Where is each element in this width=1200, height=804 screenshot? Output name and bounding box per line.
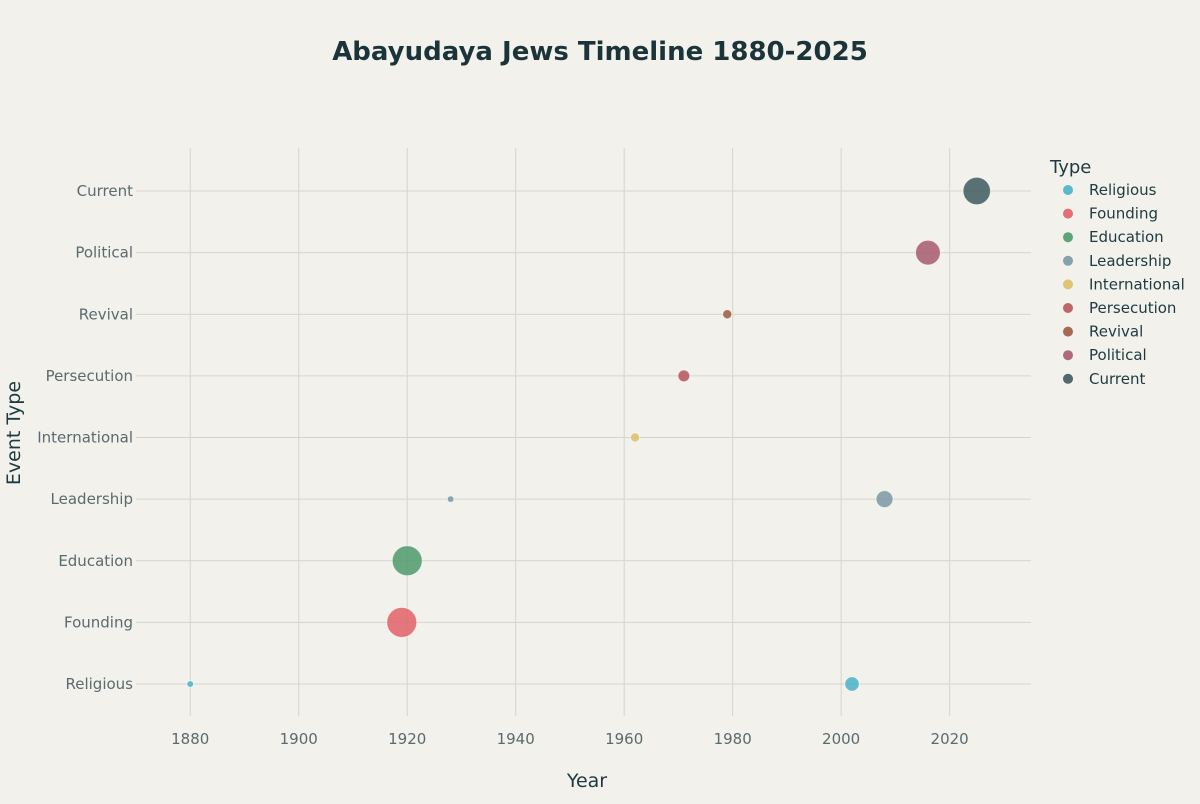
legend-item-religious[interactable]: Religious: [1063, 181, 1157, 199]
legend-item-founding[interactable]: Founding: [1063, 205, 1158, 223]
y-tick-label: Political: [75, 244, 133, 262]
legend-item-political[interactable]: Political: [1063, 346, 1147, 364]
legend-marker: [1063, 279, 1073, 290]
legend-label: Current: [1089, 370, 1145, 388]
y-tick-label: Founding: [64, 613, 133, 631]
legend-item-leadership[interactable]: Leadership: [1063, 252, 1171, 270]
data-point-leadership[interactable]: [875, 490, 894, 509]
legend-item-current[interactable]: Current: [1063, 370, 1145, 388]
legend-label: Persecution: [1089, 299, 1176, 317]
data-point-revival[interactable]: [722, 309, 733, 320]
legend-label: Founding: [1089, 205, 1158, 223]
y-axis-ticks: Religious Founding Education Leadership Inte…: [37, 182, 133, 693]
legend-label: Revival: [1089, 323, 1143, 341]
legend-marker: [1063, 232, 1073, 243]
x-tick-label: 1940: [497, 730, 535, 748]
legend-marker: [1063, 255, 1073, 266]
x-tick-label: 2000: [822, 730, 860, 748]
x-tick-label: 1920: [388, 730, 426, 748]
legend-marker: [1063, 350, 1073, 361]
legend-item-revival[interactable]: Revival: [1063, 323, 1143, 341]
legend-item-education[interactable]: Education: [1063, 228, 1164, 246]
data-point-religious[interactable]: [844, 676, 860, 692]
y-tick-label: International: [37, 429, 133, 447]
legend-marker: [1063, 326, 1073, 337]
data-point-education[interactable]: [391, 545, 423, 577]
y-tick-label: Religious: [66, 675, 134, 693]
legend-label: International: [1089, 275, 1185, 293]
legend-label: Religious: [1089, 181, 1157, 199]
y-tick-label: Revival: [79, 305, 133, 323]
legend-label: Education: [1089, 228, 1164, 246]
legend-item-persecution[interactable]: Persecution: [1063, 299, 1176, 317]
y-tick-label: Education: [58, 552, 133, 570]
y-axis-title: Event Type: [3, 381, 25, 485]
y-tick-label: Persecution: [46, 367, 133, 385]
data-point-religious[interactable]: [186, 680, 195, 688]
x-tick-label: 1880: [171, 730, 209, 748]
data-point-founding[interactable]: [386, 606, 418, 638]
legend-marker: [1063, 373, 1073, 384]
x-tick-label: 2020: [931, 730, 969, 748]
x-tick-label: 1980: [714, 730, 752, 748]
x-tick-label: 1900: [280, 730, 318, 748]
legend-title: Type: [1049, 157, 1091, 178]
legend-marker: [1063, 185, 1073, 195]
chart-title: Abayudaya Jews Timeline 1880-2025: [332, 37, 868, 67]
data-point-current[interactable]: [962, 176, 991, 206]
legend-item-international[interactable]: International: [1063, 275, 1185, 293]
legend-items: Religious Founding Education Leadership Inte…: [1063, 181, 1185, 388]
x-tick-label: 1960: [605, 730, 643, 748]
legend-marker: [1063, 208, 1073, 219]
legend-marker: [1063, 303, 1073, 313]
x-axis-ticks: 1880 1900 1920 1940 1960 1980 2000 2020: [171, 730, 969, 748]
legend: Type Religious Founding Education Leadershi…: [1049, 157, 1185, 388]
x-axis-title: Year: [566, 770, 607, 792]
y-tick-label: Current: [77, 182, 133, 200]
data-point-persecution[interactable]: [677, 369, 691, 383]
legend-label: Political: [1089, 346, 1147, 364]
data-point-international[interactable]: [629, 432, 641, 443]
data-point-leadership[interactable]: [446, 495, 455, 503]
data-points: [186, 176, 991, 692]
legend-label: Leadership: [1089, 252, 1171, 270]
data-point-political[interactable]: [915, 239, 941, 266]
y-tick-label: Leadership: [51, 490, 133, 508]
gridlines: [136, 148, 1031, 716]
